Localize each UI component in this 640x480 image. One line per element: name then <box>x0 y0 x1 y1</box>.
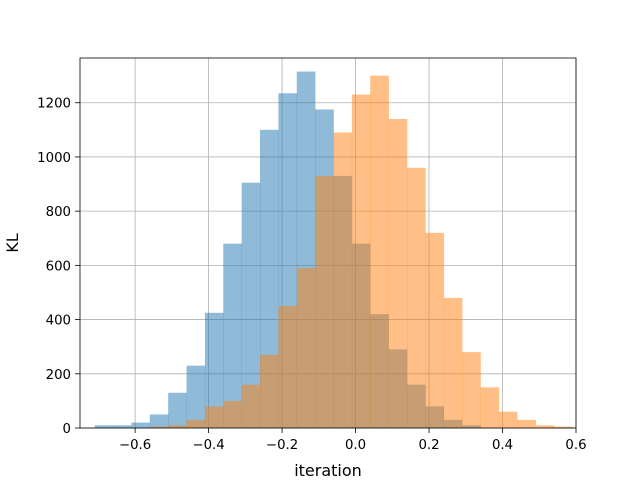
histogram-bar <box>223 243 242 428</box>
y-tick-label: 0 <box>63 422 71 437</box>
histogram-bar <box>351 94 371 428</box>
x-tick-label: 0.6 <box>565 438 586 453</box>
x-tick-label: 0.2 <box>418 438 439 453</box>
x-tick-label: 0.4 <box>492 438 513 453</box>
histogram-bar <box>149 414 169 428</box>
x-tick-label: −0.6 <box>119 438 151 453</box>
y-tick-label: 600 <box>46 259 71 274</box>
histogram-bar <box>168 425 187 428</box>
histogram-bar <box>223 400 242 428</box>
histogram-bar <box>241 182 261 428</box>
y-tick-label: 1200 <box>37 97 71 112</box>
y-tick-label: 400 <box>46 314 71 329</box>
histogram-bar <box>388 118 408 428</box>
histogram-bar <box>443 297 463 428</box>
histogram-bar <box>278 306 298 428</box>
histogram-bar <box>168 392 187 428</box>
histogram-bar <box>333 132 353 429</box>
histogram-bar <box>260 354 279 428</box>
x-axis-label: iteration <box>294 461 362 480</box>
histogram-bar <box>186 419 206 428</box>
x-tick-label: −0.4 <box>192 438 224 453</box>
axis-ticks: −0.6 −0.4 −0.2 0.0 0.2 0.4 0.6 0 200 400 600 800 100… <box>37 97 586 453</box>
histogram-bar <box>462 352 481 428</box>
histogram-bar <box>204 312 224 428</box>
histogram-bar <box>406 167 426 428</box>
histogram-bar <box>241 384 261 428</box>
histogram-bar <box>113 425 132 428</box>
y-tick-label: 1000 <box>37 151 71 166</box>
histogram-bar <box>553 426 573 428</box>
histogram-bar <box>94 425 114 428</box>
y-tick-label: 200 <box>46 368 71 383</box>
histogram-series-1 <box>149 75 573 429</box>
y-tick-label: 800 <box>46 205 71 220</box>
y-axis-label: KL <box>3 233 22 252</box>
histogram-bars <box>94 71 573 429</box>
histogram-bar <box>370 75 389 428</box>
plot-area-frame <box>79 57 577 429</box>
histogram-bar <box>204 406 224 428</box>
histogram-bar <box>296 268 316 428</box>
histogram-bar <box>260 129 279 429</box>
histogram-bar <box>315 175 334 428</box>
histogram-bar <box>535 425 555 428</box>
histogram-bar <box>425 232 445 428</box>
x-tick-label: −0.2 <box>266 438 298 453</box>
histogram-bar <box>131 422 151 428</box>
histogram-bar <box>480 387 500 428</box>
histogram-bar <box>149 426 169 428</box>
histogram-bar <box>517 419 536 428</box>
histogram-bar <box>186 365 206 428</box>
x-tick-label: 0.0 <box>345 438 366 453</box>
histogram-bar <box>498 411 518 428</box>
